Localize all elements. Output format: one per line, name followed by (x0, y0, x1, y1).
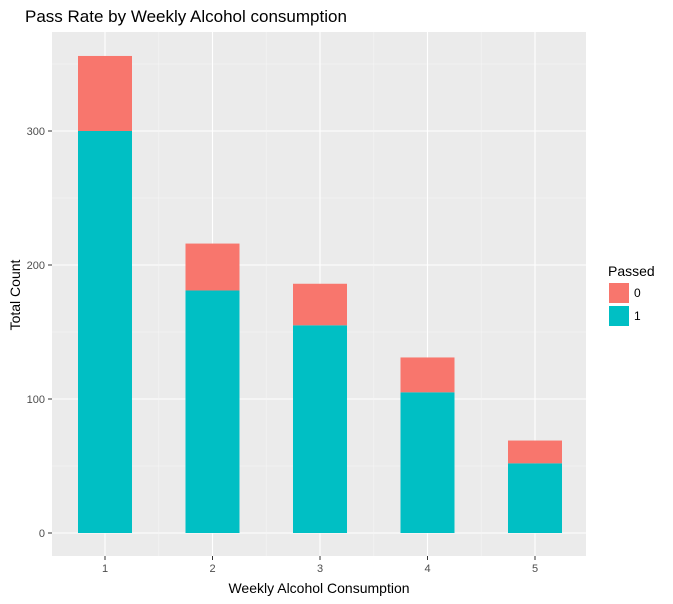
bars-layer (78, 55, 562, 533)
x-axis: 1 2 3 4 5 (102, 556, 538, 575)
bar-5-passed-0 (508, 440, 562, 464)
y-axis: 0 100 200 300 (27, 126, 52, 540)
legend-key-0 (609, 283, 629, 303)
bar-1-passed-1 (78, 131, 132, 533)
bar-3-passed-0 (293, 283, 347, 326)
bar-4-passed-0 (400, 357, 455, 393)
bar-1-passed-0 (78, 55, 132, 131)
bar-2-passed-1 (185, 290, 240, 533)
x-axis-title: Weekly Alcohol Consumption (228, 580, 409, 596)
legend: Passed 0 1 (608, 263, 655, 326)
x-tick-label: 5 (532, 563, 538, 575)
y-tick-label: 300 (27, 126, 45, 138)
legend-title: Passed (608, 263, 655, 279)
legend-label-1: 1 (634, 309, 641, 323)
chart-title: Pass Rate by Weekly Alcohol consumption (25, 7, 347, 26)
bar-4-passed-1 (400, 392, 455, 533)
y-tick-label: 200 (27, 260, 45, 272)
x-tick-label: 4 (424, 563, 430, 575)
x-tick-label: 1 (102, 563, 108, 575)
legend-key-1 (609, 306, 629, 326)
y-tick-label: 0 (39, 528, 45, 540)
bar-2-passed-0 (185, 243, 240, 291)
y-tick-label: 100 (27, 394, 45, 406)
legend-label-0: 0 (634, 286, 641, 300)
x-tick-label: 3 (317, 563, 323, 575)
x-tick-label: 2 (209, 563, 215, 575)
bar-5-passed-1 (508, 463, 562, 533)
y-axis-title: Total Count (7, 259, 23, 330)
bar-3-passed-1 (293, 325, 347, 533)
